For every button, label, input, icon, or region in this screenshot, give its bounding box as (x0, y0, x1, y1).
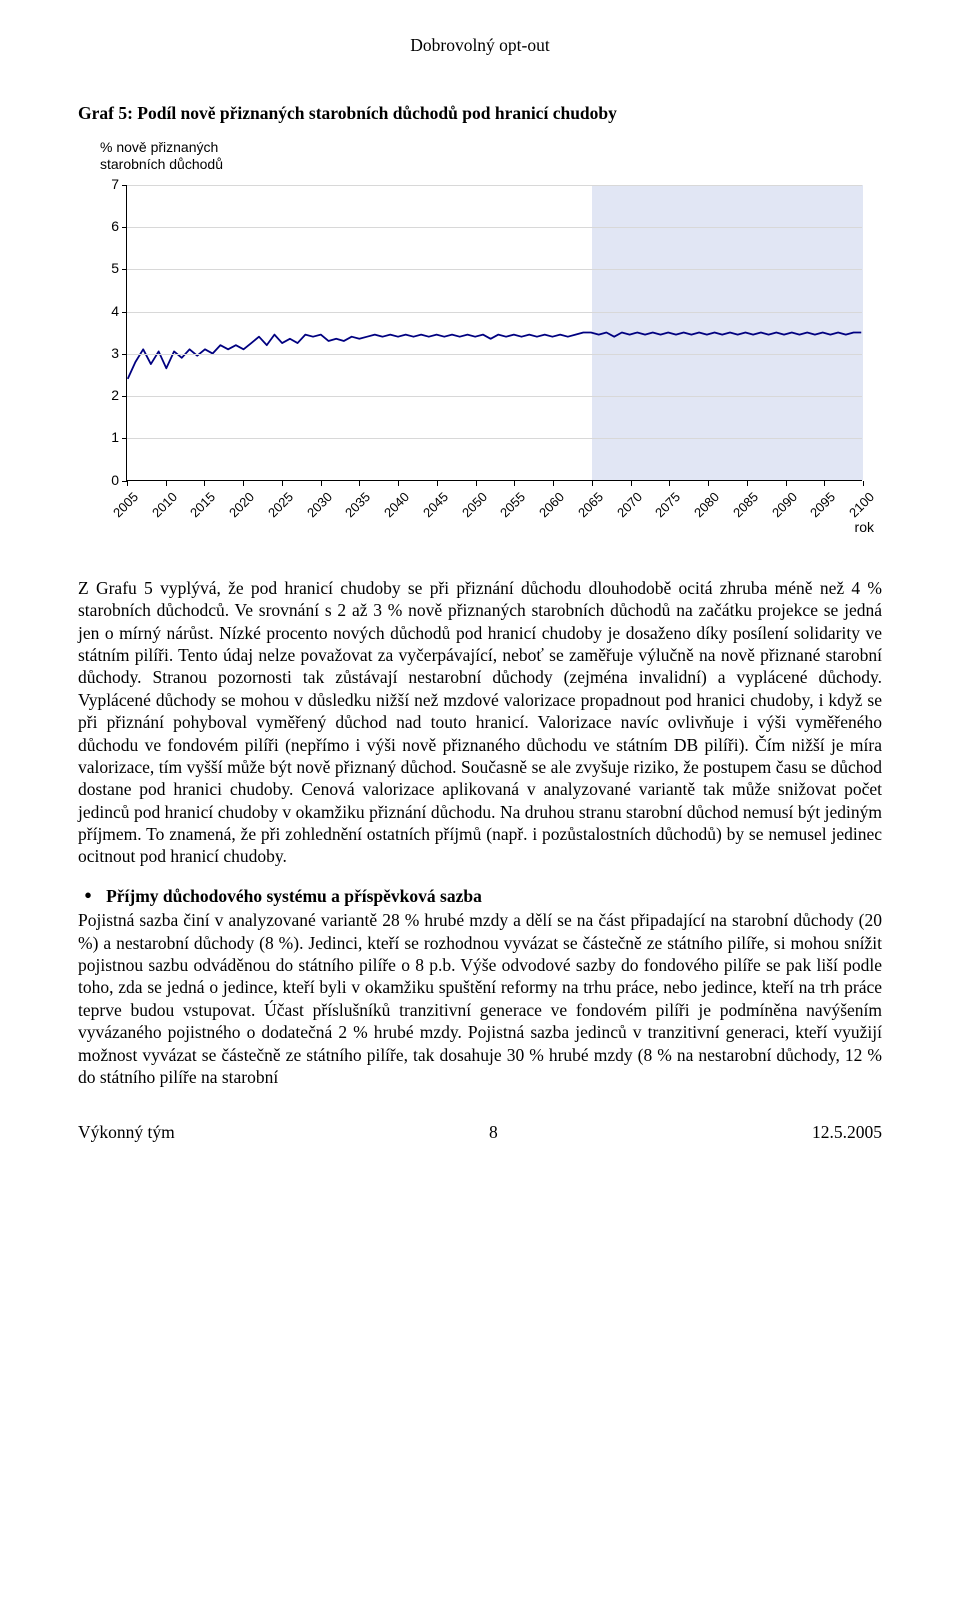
section-heading: Příjmy důchodového systému a příspěvková… (106, 884, 482, 907)
chart-xtick-mark (514, 481, 515, 486)
chart-gridline (127, 354, 862, 355)
chart-xtick-label: 2035 (342, 489, 374, 521)
chart-ytick-label: 3 (97, 345, 119, 363)
chart-xtick-mark (166, 481, 167, 486)
chart-xtick-mark (127, 481, 128, 486)
chart-xtick-label: 2045 (420, 489, 452, 521)
chart-xtick-mark (824, 481, 825, 486)
chart-xtick-mark (243, 481, 244, 486)
body-paragraph-1: Z Grafu 5 vyplývá, že pod hranicí chudob… (78, 577, 882, 868)
chart-ytick-mark (122, 269, 127, 270)
chart-xtick-mark (592, 481, 593, 486)
chart-xtick-label: 2050 (459, 489, 491, 521)
chart-xtick-label: 2065 (575, 489, 607, 521)
chart-xtick-mark (747, 481, 748, 486)
chart-ytick-mark (122, 227, 127, 228)
chart-container: % nově přiznaných starobních důchodů 012… (78, 139, 884, 559)
chart-xtick-label: 2005 (110, 489, 142, 521)
chart-xtick-label: 2030 (304, 489, 336, 521)
body-paragraph-2: Pojistná sazba činí v analyzované varian… (78, 909, 882, 1088)
chart-xtick-label: 2090 (769, 489, 801, 521)
chart-xtick-mark (863, 481, 864, 486)
chart-ytick-mark (122, 396, 127, 397)
section-bullet: • Příjmy důchodového systému a příspěvko… (78, 884, 882, 907)
chart-xtick-mark (476, 481, 477, 486)
chart-xtick-label: 2025 (265, 489, 297, 521)
chart-ytick-label: 5 (97, 260, 119, 278)
footer-left: Výkonný tým (78, 1121, 175, 1143)
chart-ytick-label: 4 (97, 303, 119, 321)
chart-gridline (127, 396, 862, 397)
x-axis-label: rok (855, 519, 874, 537)
page-footer: Výkonný tým 8 12.5.2005 (78, 1121, 882, 1143)
chart-xtick-mark (631, 481, 632, 486)
chart-ytick-mark (122, 185, 127, 186)
chart-xtick-label: 2100 (846, 489, 878, 521)
chart-xtick-label: 2010 (149, 489, 181, 521)
chart-xtick-label: 2095 (807, 489, 839, 521)
chart-gridline (127, 312, 862, 313)
chart-xtick-label: 2040 (381, 489, 413, 521)
chart-xtick-mark (359, 481, 360, 486)
figure-title: Graf 5: Podíl nově přiznaných starobních… (78, 102, 882, 124)
chart-xtick-label: 2070 (614, 489, 646, 521)
chart-gridline (127, 269, 862, 270)
chart-xtick-mark (708, 481, 709, 486)
chart-ytick-label: 6 (97, 218, 119, 236)
footer-page-number: 8 (489, 1121, 498, 1143)
chart-plot-area: 0123456720052010201520202025203020352040… (126, 185, 862, 481)
chart-ytick-mark (122, 438, 127, 439)
chart-ytick-label: 0 (97, 472, 119, 490)
y-axis-label: % nově přiznaných starobních důchodů (100, 139, 223, 173)
chart-xtick-mark (437, 481, 438, 486)
chart-gridline (127, 185, 862, 186)
chart-xtick-mark (282, 481, 283, 486)
chart-xtick-label: 2085 (730, 489, 762, 521)
bullet-icon: • (84, 884, 92, 907)
chart-xtick-mark (321, 481, 322, 486)
chart-ytick-mark (122, 354, 127, 355)
chart-ytick-label: 7 (97, 176, 119, 194)
chart-ytick-mark (122, 312, 127, 313)
chart-xtick-label: 2075 (652, 489, 684, 521)
page-header: Dobrovolný opt-out (78, 34, 882, 56)
chart-xtick-mark (669, 481, 670, 486)
chart-xtick-label: 2060 (536, 489, 568, 521)
chart-xtick-mark (553, 481, 554, 486)
chart-xtick-mark (786, 481, 787, 486)
chart-xtick-mark (398, 481, 399, 486)
chart-gridline (127, 227, 862, 228)
chart-xtick-label: 2055 (497, 489, 529, 521)
chart-series (127, 185, 862, 480)
chart-xtick-mark (204, 481, 205, 486)
chart-ytick-label: 1 (97, 430, 119, 448)
chart-gridline (127, 438, 862, 439)
chart-xtick-label: 2080 (691, 489, 723, 521)
chart-xtick-label: 2020 (226, 489, 258, 521)
chart-ytick-label: 2 (97, 387, 119, 405)
chart-xtick-label: 2015 (187, 489, 219, 521)
footer-date: 12.5.2005 (812, 1121, 882, 1143)
